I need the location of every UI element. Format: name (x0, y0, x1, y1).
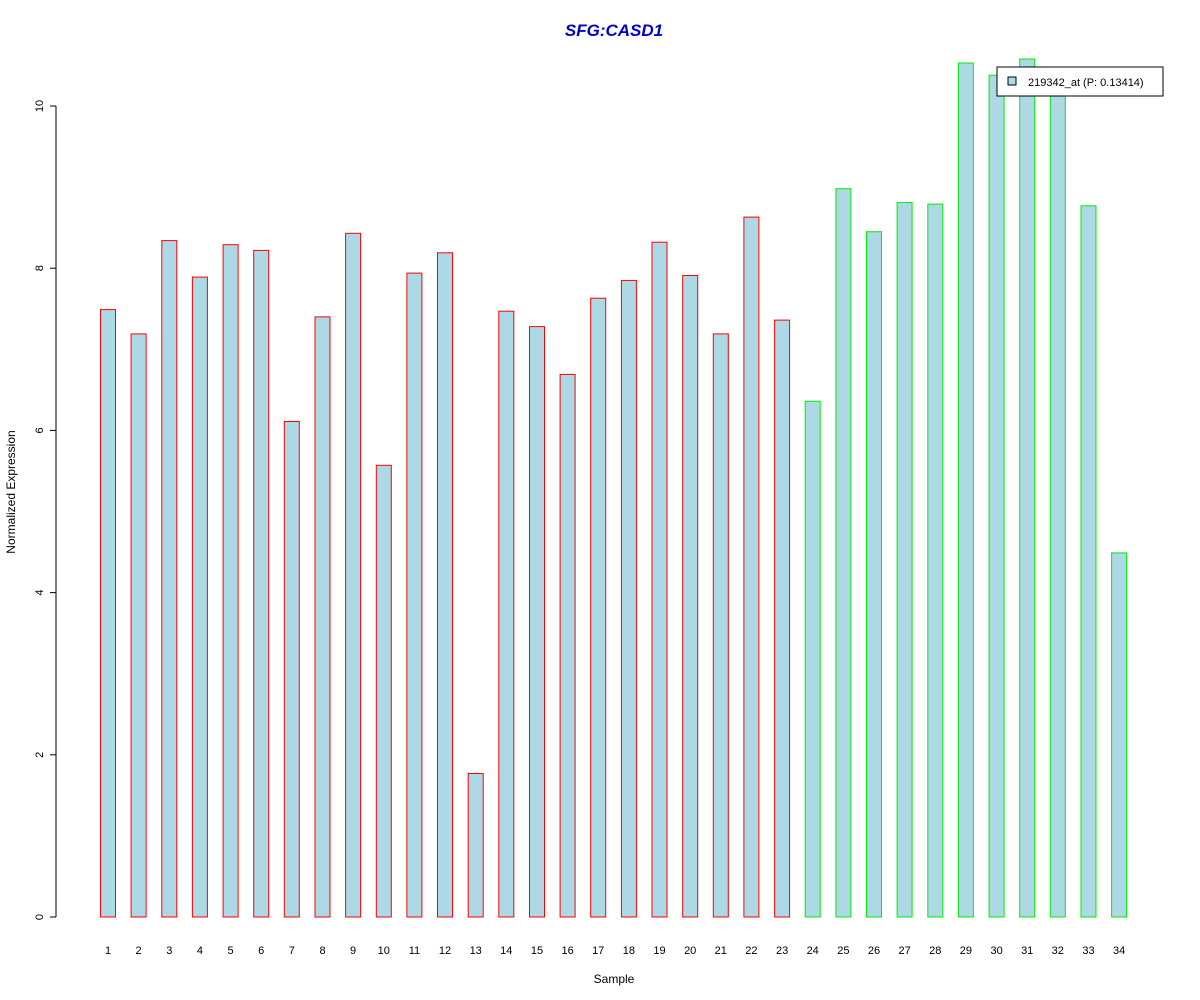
y-tick-label: 6 (34, 427, 46, 433)
x-tick-label: 5 (228, 945, 234, 957)
bar-sample-7 (283, 421, 300, 918)
x-tick-label: 2 (136, 945, 142, 957)
x-tick-label: 28 (929, 945, 941, 957)
legend: 219342_at (P: 0.13414) (996, 66, 1164, 97)
x-tick-label: 1 (105, 945, 111, 957)
bar-sample-18 (620, 279, 637, 918)
x-tick-label: 22 (745, 945, 757, 957)
chart-title: SFG:CASD1 (565, 21, 663, 40)
x-tick-label: 7 (289, 945, 295, 957)
x-tick-label: 30 (990, 945, 1002, 957)
x-tick-label: 14 (500, 945, 512, 957)
bars (100, 58, 1128, 918)
x-tick-label: 10 (378, 945, 390, 957)
x-tick-label: 29 (960, 945, 972, 957)
bar-sample-10 (375, 464, 392, 918)
bar-sample-17 (590, 297, 607, 918)
x-tick-label: 15 (531, 945, 543, 957)
x-tick-label: 34 (1113, 945, 1125, 957)
bar-sample-20 (682, 275, 699, 918)
bar-sample-19 (651, 241, 668, 918)
y-tick-label: 8 (34, 265, 46, 271)
x-tick-label: 18 (623, 945, 635, 957)
bar-sample-13 (467, 773, 484, 918)
bar-sample-2 (130, 333, 147, 918)
legend-box (996, 66, 1164, 97)
bar-sample-8 (314, 316, 331, 918)
bar-sample-12 (437, 252, 453, 918)
x-tick-label: 27 (898, 945, 910, 957)
bar-sample-11 (406, 272, 423, 918)
bar-sample-15 (529, 326, 545, 918)
bar-sample-16 (559, 373, 576, 918)
x-tick-label: 16 (561, 945, 573, 957)
x-tick-label: 25 (837, 945, 849, 957)
bar-sample-1 (100, 309, 116, 918)
x-tick-label: 8 (319, 945, 325, 957)
x-tick-labels: 1 2 3 4 5 6 7 8 9 10 11 12 13 14 15 16 17 18 19 20 21 22 23 24 2… (105, 945, 1125, 957)
x-axis-label: Sample (594, 972, 635, 986)
x-tick-label: 13 (470, 945, 482, 957)
y-tick-label: 0 (34, 914, 46, 920)
bar-sample-21 (712, 333, 729, 918)
y-axis: 0 2 4 6 8 10 (34, 100, 57, 920)
legend-label: 219342_at (P: 0.13414) (1028, 77, 1144, 89)
x-tick-label: 23 (776, 945, 788, 957)
bar-sample-6 (253, 249, 270, 918)
bar-sample-14 (498, 310, 515, 918)
bar-sample-5 (222, 244, 239, 918)
y-axis-label: Normalized Expression (4, 430, 18, 553)
bar-sample-29 (957, 62, 974, 918)
x-tick-label: 33 (1082, 945, 1094, 957)
bar-sample-31 (1019, 58, 1036, 918)
bar-sample-22 (743, 216, 760, 918)
bar-sample-34 (1111, 552, 1128, 918)
x-tick-label: 19 (653, 945, 665, 957)
y-tick-label: 4 (34, 590, 46, 596)
bar-sample-24 (804, 400, 821, 918)
bar-sample-28 (927, 203, 944, 918)
x-tick-label: 9 (350, 945, 356, 957)
y-tick-label: 10 (34, 100, 46, 112)
y-tick-label: 2 (34, 752, 46, 758)
bar-sample-9 (345, 232, 362, 918)
x-tick-label: 32 (1052, 945, 1064, 957)
bar-sample-23 (774, 319, 791, 918)
bar-sample-3 (161, 240, 178, 918)
bar-sample-30 (988, 74, 1005, 918)
bar-sample-26 (866, 231, 882, 918)
bar-sample-33 (1080, 205, 1097, 918)
x-tick-label: 4 (197, 945, 203, 957)
legend-swatch (1007, 76, 1017, 86)
x-tick-label: 31 (1021, 945, 1033, 957)
x-tick-label: 11 (409, 945, 420, 957)
bar-sample-4 (191, 276, 208, 918)
x-tick-label: 12 (439, 945, 451, 957)
bar-sample-32 (1049, 87, 1066, 918)
x-tick-label: 17 (592, 945, 604, 957)
x-tick-label: 21 (715, 945, 727, 957)
bar-sample-25 (835, 188, 852, 918)
x-tick-label: 3 (166, 945, 172, 957)
x-tick-label: 6 (258, 945, 264, 957)
x-tick-label: 20 (684, 945, 696, 957)
x-tick-label: 24 (807, 945, 819, 957)
x-tick-label: 26 (868, 945, 880, 957)
bar-sample-27 (896, 202, 913, 918)
